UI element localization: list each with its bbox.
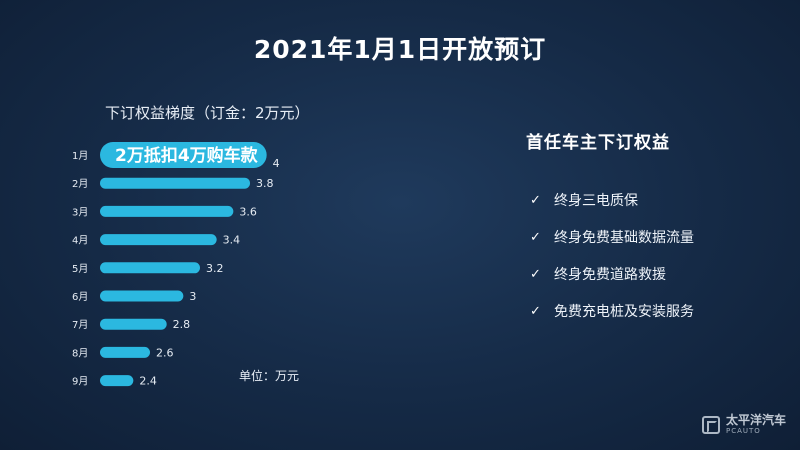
bar-5 bbox=[100, 262, 200, 274]
value-label: 2.4 bbox=[139, 375, 157, 388]
month-label: 9月 bbox=[72, 376, 88, 388]
benefit-item: ✓ 终身免费基础数据流量 bbox=[530, 227, 694, 247]
highlight-label: 2万抵扣4万购车款 bbox=[115, 145, 259, 166]
value-label: 3.2 bbox=[206, 262, 224, 275]
benefit-label: 免费充电桩及安装服务 bbox=[554, 304, 694, 320]
benefit-item: ✓ 免费充电桩及安装服务 bbox=[530, 301, 694, 321]
bar-4 bbox=[100, 234, 217, 246]
benefit-label: 终身三电质保 bbox=[554, 193, 638, 209]
value-label: 3.4 bbox=[223, 234, 241, 247]
logo-cn: 太平洋汽车 bbox=[726, 413, 787, 427]
logo-text: 太平洋汽车 PCAUTO bbox=[726, 414, 786, 435]
value-label: 2.6 bbox=[156, 346, 174, 359]
month-label: 1月 bbox=[72, 150, 88, 162]
unit-label: 单位：万元 bbox=[239, 369, 300, 383]
check-icon: ✓ bbox=[530, 192, 541, 208]
check-icon: ✓ bbox=[530, 303, 541, 319]
value-label: 4 bbox=[273, 157, 280, 170]
bar-9 bbox=[100, 375, 134, 387]
bar-2 bbox=[100, 177, 250, 189]
pcauto-logo: 太平洋汽车 PCAUTO bbox=[702, 414, 786, 435]
logo-en: PCAUTO bbox=[726, 427, 761, 435]
month-label: 6月 bbox=[72, 291, 88, 303]
bar-6 bbox=[100, 290, 184, 302]
benefits-list: ✓ 终身三电质保 ✓ 终身免费基础数据流量 ✓ 终身免费道路救援 ✓ 免费充电桩… bbox=[530, 190, 694, 338]
check-icon: ✓ bbox=[530, 266, 541, 282]
bar-1 bbox=[100, 142, 267, 168]
benefit-label: 终身免费基础数据流量 bbox=[554, 230, 694, 246]
value-label: 3 bbox=[189, 290, 196, 303]
bar-3 bbox=[100, 205, 234, 217]
month-label: 2月 bbox=[72, 178, 88, 190]
bar-8 bbox=[100, 346, 150, 358]
page-title: 2021年1月1日开放预订 bbox=[253, 35, 547, 64]
month-label: 4月 bbox=[72, 235, 88, 247]
value-label: 3.6 bbox=[239, 205, 256, 218]
logo-icon bbox=[702, 415, 720, 434]
month-label: 5月 bbox=[72, 263, 88, 275]
month-label: 8月 bbox=[72, 347, 88, 359]
check-icon: ✓ bbox=[530, 229, 541, 245]
value-label: 3.8 bbox=[256, 177, 274, 190]
value-label: 2.8 bbox=[173, 318, 191, 331]
benefit-item: ✓ 终身免费道路救援 bbox=[530, 264, 694, 284]
benefits-title: 首任车主下订权益 bbox=[526, 133, 670, 153]
bar-7 bbox=[100, 318, 167, 330]
benefit-label: 终身免费道路救援 bbox=[554, 267, 666, 283]
month-label: 3月 bbox=[72, 206, 88, 218]
chart-subtitle: 下订权益梯度（订金：2万元） bbox=[105, 104, 310, 122]
month-label: 7月 bbox=[72, 319, 88, 331]
benefit-item: ✓ 终身三电质保 bbox=[530, 190, 694, 210]
